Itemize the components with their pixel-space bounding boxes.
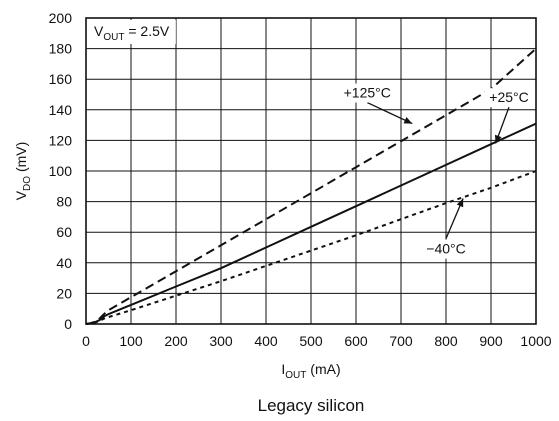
y-tick-label: 200	[49, 10, 73, 26]
series-label-arrowhead	[456, 198, 464, 208]
y-tick-label: 140	[49, 102, 73, 118]
y-tick-label: 20	[56, 285, 72, 301]
x-tick-label: 200	[164, 333, 188, 349]
y-tick-label: 100	[49, 163, 73, 179]
series-label-background	[339, 83, 396, 103]
y-axis-label-suffix: (mV)	[13, 142, 29, 176]
condition-label: VOUT = 2.5V	[88, 20, 176, 44]
y-tick-label: 120	[49, 132, 73, 148]
x-tick-label: 900	[479, 333, 503, 349]
x-tick-label: 400	[254, 333, 278, 349]
y-tick-label: 80	[56, 194, 72, 210]
x-tick-label: 800	[434, 333, 458, 349]
x-axis-label-prefix: I	[281, 361, 285, 377]
plot-frame	[85, 17, 537, 325]
series-layer	[85, 47, 537, 325]
series-label: +125°C	[344, 85, 391, 101]
y-tick-label: 0	[64, 316, 72, 332]
x-tick-label: 700	[389, 333, 413, 349]
x-tick-label: 1000	[520, 333, 551, 349]
series-label-arrowhead	[403, 117, 413, 124]
x-tick-label: 100	[119, 333, 143, 349]
annotation-layer: +125°C +25°C −40°C	[339, 83, 533, 259]
series-label: −40°C	[426, 241, 465, 257]
svg-text:VOUT = 2.5V: VOUT = 2.5V	[94, 23, 170, 43]
series-line	[85, 170, 537, 325]
y-tick-label: 180	[49, 41, 73, 57]
y-tick-label: 60	[56, 224, 72, 240]
y-axis-label: VDO (mV)	[13, 142, 33, 201]
x-tick-label: 600	[344, 333, 368, 349]
condition-prefix: V	[94, 23, 104, 39]
axes: 0 100 200 300 400 500 600 700 800 900 1000 0 20 40 60 8…	[49, 10, 552, 349]
x-axis-label: IOUT (mA)	[281, 361, 340, 381]
x-tick-label: 500	[299, 333, 323, 349]
chart-caption: Legacy silicon	[258, 396, 365, 415]
series-label-arrowhead	[495, 134, 502, 144]
condition-label-background	[88, 20, 176, 44]
series-label-background	[422, 239, 470, 259]
condition-subscript: OUT	[103, 32, 124, 43]
series-label: +25°C	[489, 89, 528, 105]
x-axis-label-subscript: OUT	[285, 370, 306, 381]
series-label-leader	[366, 101, 413, 125]
x-axis-label-suffix: (mA)	[306, 361, 340, 377]
x-tick-label: 0	[82, 333, 90, 349]
y-axis-label-subscript: DO	[22, 176, 33, 191]
y-tick-label: 160	[49, 71, 73, 87]
condition-suffix: = 2.5V	[124, 23, 169, 39]
x-tick-label: 300	[209, 333, 233, 349]
y-axis-label-prefix: V	[13, 190, 29, 200]
series-line	[85, 47, 537, 325]
series-label-background	[485, 88, 533, 108]
y-tick-label: 40	[56, 255, 72, 271]
